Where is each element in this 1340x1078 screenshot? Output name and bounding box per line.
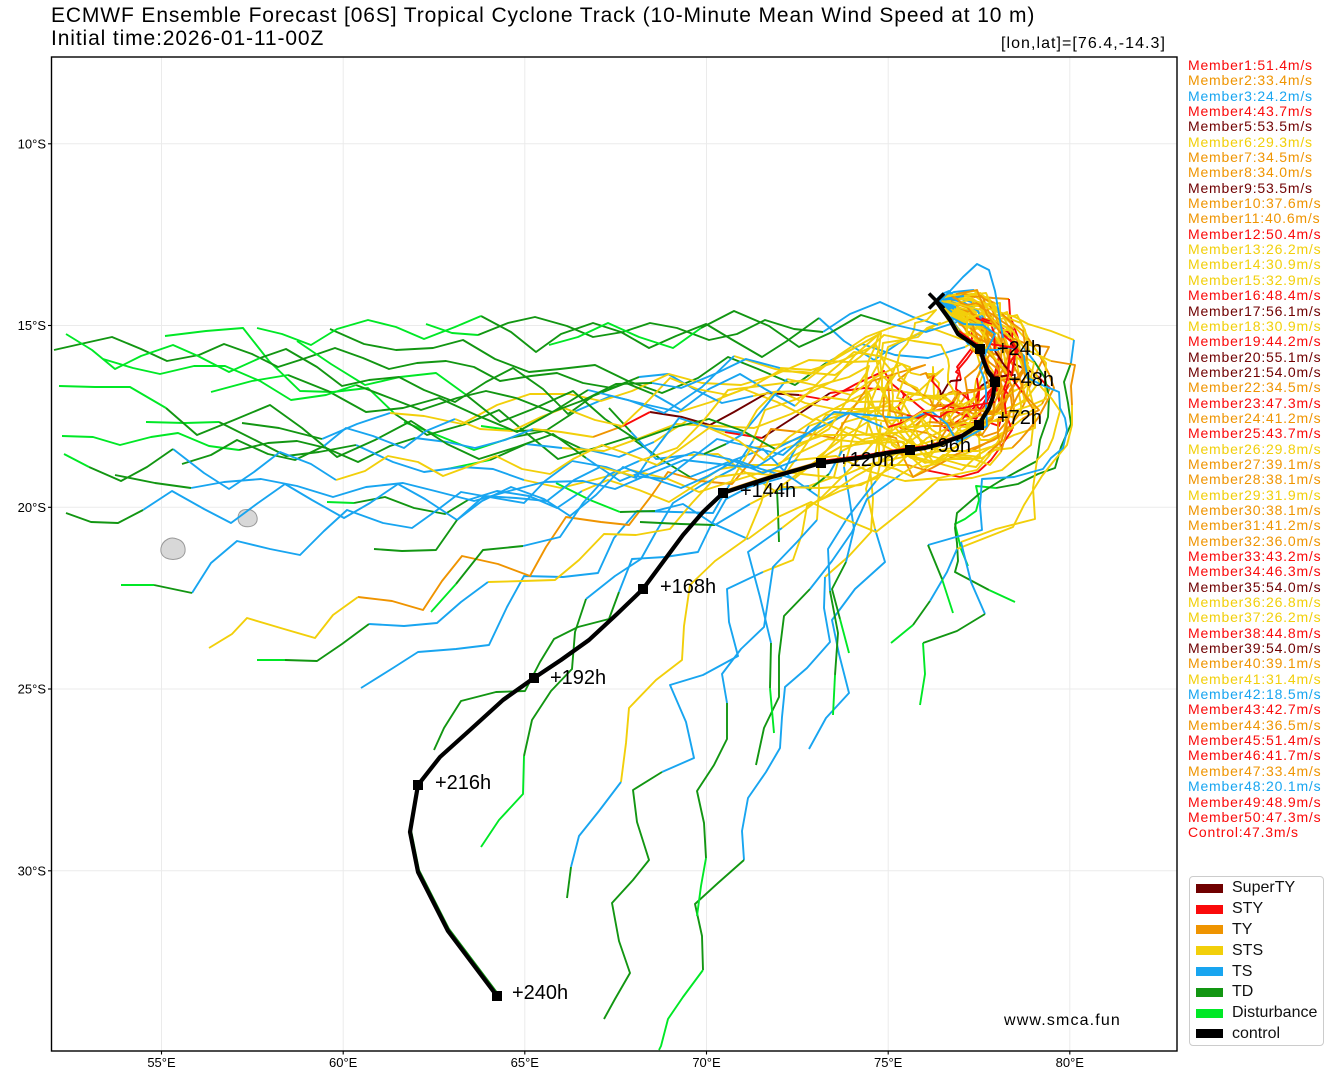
svg-text:30°S: 30°S bbox=[18, 863, 47, 878]
svg-text:+48h: +48h bbox=[1009, 369, 1054, 391]
svg-text:+144h: +144h bbox=[740, 480, 796, 502]
svg-text:+96h: +96h bbox=[926, 435, 971, 457]
svg-text:70°E: 70°E bbox=[692, 1055, 721, 1070]
svg-text:75°E: 75°E bbox=[874, 1055, 903, 1070]
svg-text:+168h: +168h bbox=[660, 576, 716, 598]
svg-text:10°S: 10°S bbox=[18, 136, 47, 151]
svg-text:+240h: +240h bbox=[512, 982, 568, 1004]
svg-text:25°S: 25°S bbox=[18, 682, 47, 697]
svg-text:20°S: 20°S bbox=[18, 500, 47, 515]
svg-text:+24h: +24h bbox=[997, 338, 1042, 360]
svg-text:80°E: 80°E bbox=[1056, 1055, 1085, 1070]
svg-text:55°E: 55°E bbox=[147, 1055, 176, 1070]
svg-text:+120h: +120h bbox=[838, 449, 894, 471]
svg-text:+192h: +192h bbox=[550, 667, 606, 689]
svg-text:15°S: 15°S bbox=[18, 318, 47, 333]
svg-text:60°E: 60°E bbox=[329, 1055, 358, 1070]
svg-text:65°E: 65°E bbox=[511, 1055, 540, 1070]
svg-text:+72h: +72h bbox=[997, 407, 1042, 429]
svg-text:+216h: +216h bbox=[435, 772, 491, 794]
